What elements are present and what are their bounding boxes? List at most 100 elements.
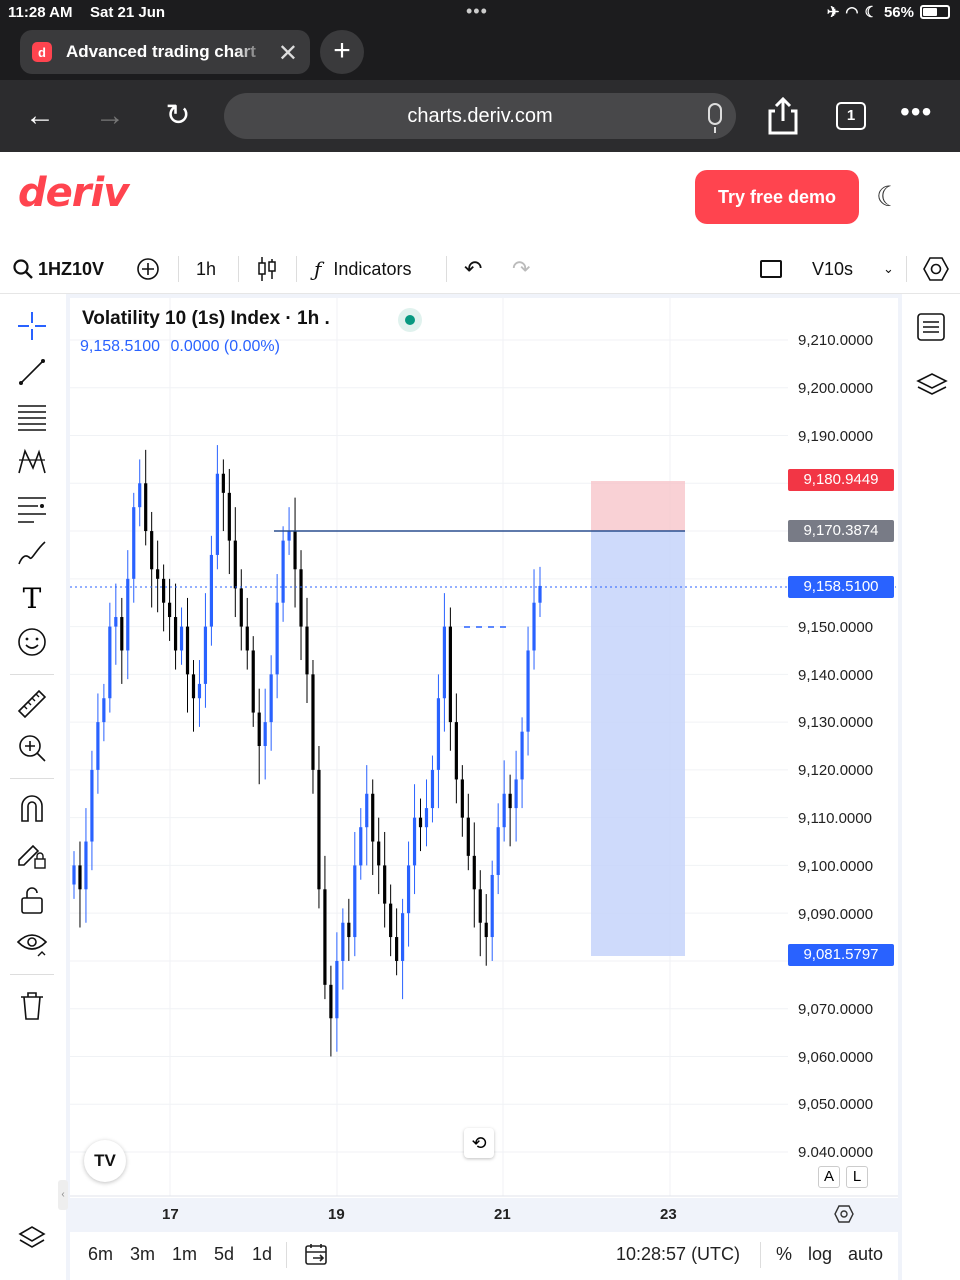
price-axis-label: 9,140.0000 <box>798 667 874 684</box>
percent-scale-button[interactable]: % <box>776 1244 793 1264</box>
url-field[interactable]: charts.deriv.com <box>224 93 736 139</box>
chart-legend-title[interactable]: Volatility 10 (1s) Index · 1h . <box>82 308 330 329</box>
close-tab-icon[interactable]: ✕ <box>277 40 298 67</box>
magnet-icon[interactable] <box>14 790 50 826</box>
status-bar: 11:28 AM Sat 21 Jun ••• ✈ ◠ ☾ 56% <box>0 0 960 26</box>
stop-price-tag: 9,180.9449 <box>788 469 894 491</box>
new-tab-button[interactable]: + <box>320 30 364 74</box>
status-time: 11:28 AM <box>8 4 73 21</box>
interval-button[interactable]: 1h <box>196 258 217 279</box>
chevron-down-icon: ⌄ <box>883 261 894 276</box>
compare-symbol-button[interactable] <box>136 244 160 294</box>
time-axis-label: 19 <box>328 1206 345 1223</box>
symbol-search[interactable]: 1HZ10V <box>12 244 104 294</box>
crosshair-icon[interactable] <box>14 308 50 344</box>
auto-scale-button[interactable]: A <box>818 1166 840 1188</box>
dark-mode-icon[interactable]: ☾ <box>876 181 902 212</box>
wifi-icon: ◠ <box>845 4 859 21</box>
status-date: Sat 21 Jun <box>90 4 166 21</box>
range-1m-button[interactable]: 1m <box>172 1244 198 1264</box>
rail-divider <box>10 674 54 675</box>
reset-chart-icon[interactable]: ⟲ <box>464 1128 494 1158</box>
deriv-logo[interactable]: deriv <box>18 170 129 216</box>
settings-hexagon-icon <box>923 257 949 281</box>
lock-drawing-icon[interactable] <box>14 836 50 872</box>
range-1d-button[interactable]: 1d <box>252 1244 273 1264</box>
range-5d-button[interactable]: 5d <box>214 1244 235 1264</box>
time-axis-label: 21 <box>494 1206 511 1223</box>
status-right: ✈ ◠ ☾ 56% <box>827 3 950 21</box>
chart-type-button[interactable] <box>256 244 278 294</box>
price-axis-label: 9,120.0000 <box>798 762 874 779</box>
price-axis-label: 9,130.0000 <box>798 714 874 731</box>
reload-icon[interactable]: ↻ <box>165 99 191 132</box>
range-6m-button[interactable]: 6m <box>88 1244 114 1264</box>
emoji-icon[interactable] <box>14 624 50 660</box>
right-panel <box>902 294 960 1280</box>
square-icon <box>760 260 782 278</box>
trend-line-icon[interactable] <box>14 354 50 390</box>
range-3m-button[interactable]: 3m <box>130 1244 156 1264</box>
settings-button[interactable] <box>922 244 950 294</box>
fullscreen-button[interactable] <box>760 244 782 294</box>
toolbar-divider <box>296 256 297 282</box>
site-header: deriv Try free demo ☾ <box>0 152 960 244</box>
browser-tab[interactable]: d Advanced trading chart ✕ <box>20 30 310 74</box>
log-scale-button[interactable]: L <box>846 1166 868 1188</box>
price-axis-label: 9,090.0000 <box>798 906 874 923</box>
tab-title: Advanced trading chart <box>66 42 256 61</box>
utc-clock[interactable]: 10:28:57 (UTC) <box>616 1244 741 1264</box>
account-selector[interactable]: V10s ⌄ <box>812 244 894 294</box>
candlestick-icon <box>258 257 276 281</box>
current-price-tag: 9,158.5100 <box>788 576 894 598</box>
text-tool-icon[interactable]: T <box>22 581 42 615</box>
eye-icon[interactable] <box>14 926 50 962</box>
toolbar-divider <box>446 256 447 282</box>
share-icon[interactable] <box>766 96 800 136</box>
microphone-icon[interactable] <box>708 103 722 133</box>
redo-icon[interactable]: ↷ <box>512 256 531 281</box>
chart-pane[interactable] <box>70 298 898 1198</box>
toolbar-divider <box>178 256 179 282</box>
price-axis-label: 9.040.0000 <box>798 1144 874 1161</box>
legend-change: 0.0000 (0.00%) <box>170 338 280 355</box>
price-axis-label: 9,060.0000 <box>798 1049 874 1066</box>
unlock-icon[interactable] <box>14 882 50 918</box>
target-price-tag: 9,081.5797 <box>788 944 894 966</box>
market-open-icon <box>398 308 422 332</box>
watchlist-icon[interactable] <box>916 312 946 347</box>
forecast-icon[interactable] <box>14 490 50 526</box>
undo-icon[interactable]: ↶ <box>464 256 483 281</box>
deriv-favicon-icon: d <box>32 42 52 62</box>
plus-circle-icon <box>137 258 159 280</box>
rail-divider <box>10 974 54 975</box>
back-arrow-icon[interactable]: ← <box>25 99 55 132</box>
toolbar-divider <box>906 256 907 282</box>
forward-arrow-icon[interactable]: → <box>95 99 125 132</box>
legend-price: 9,158.5100 <box>80 338 161 355</box>
price-axis-label: 9,070.0000 <box>798 1001 874 1018</box>
time-axis-settings-icon[interactable] <box>834 1204 854 1229</box>
log-button[interactable]: log <box>808 1244 833 1264</box>
bottom-bar: 6m 3m 1m 5d 1d 10:28:57 (UTC) % log auto <box>70 1232 898 1280</box>
pattern-icon[interactable] <box>14 444 50 480</box>
trash-icon[interactable] <box>14 988 50 1024</box>
brush-icon[interactable] <box>14 534 50 570</box>
try-free-demo-button[interactable]: Try free demo <box>695 170 859 224</box>
more-options-icon[interactable]: ••• <box>900 96 933 127</box>
zoom-in-icon[interactable] <box>14 730 50 766</box>
layers-bottom-icon[interactable] <box>14 1220 50 1256</box>
fib-retracement-icon[interactable] <box>14 398 50 434</box>
ruler-icon[interactable] <box>14 686 50 722</box>
airplane-icon: ✈ <box>826 4 840 21</box>
browser-address-bar: ← → ↻ charts.deriv.com 1 ••• <box>0 80 960 152</box>
layers-icon[interactable] <box>916 370 948 405</box>
tradingview-logo[interactable]: TV <box>84 1140 126 1182</box>
indicators-button[interactable]: ƒ Indicators <box>314 244 411 294</box>
multitask-dots-icon[interactable]: ••• <box>466 1 488 21</box>
auto-button[interactable]: auto <box>848 1244 884 1264</box>
tab-count-button[interactable]: 1 <box>836 102 866 130</box>
date-range-icon[interactable] <box>304 1242 330 1273</box>
collapse-panel-icon[interactable]: ‹ <box>58 1180 68 1210</box>
symbol-label: 1HZ10V <box>38 258 105 279</box>
